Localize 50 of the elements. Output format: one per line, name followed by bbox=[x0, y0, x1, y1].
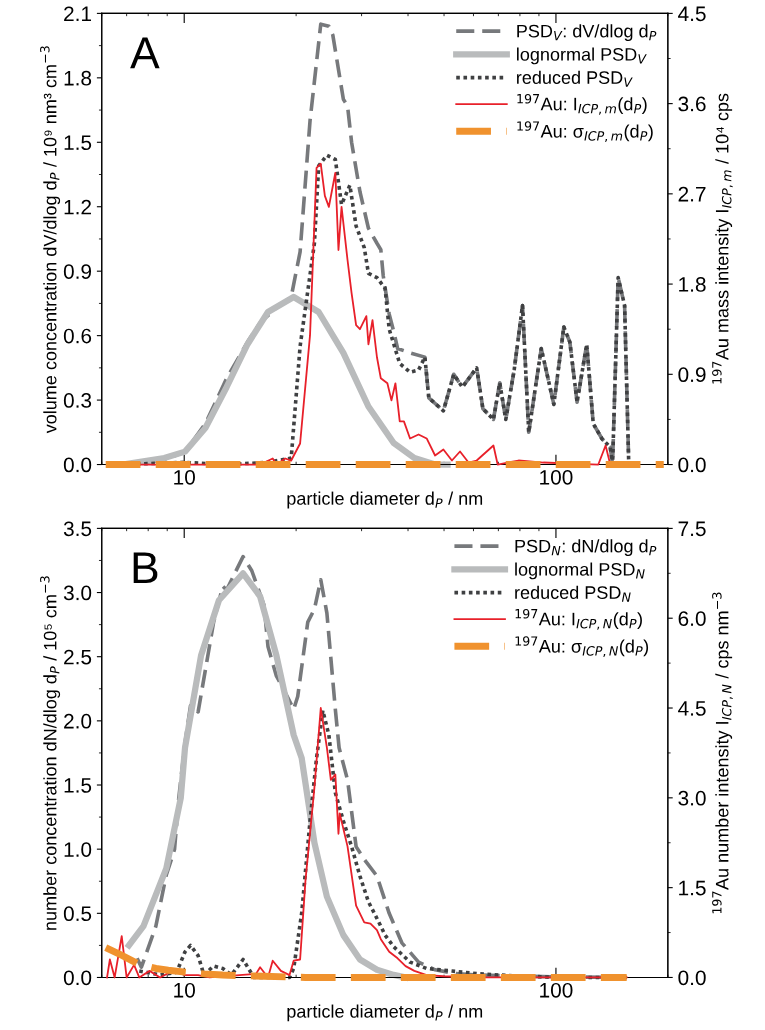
y-tick-label: 0.3 bbox=[63, 393, 92, 408]
y2-tick-label: 7.5 bbox=[678, 521, 706, 537]
y-tick-label: 2.0 bbox=[64, 713, 92, 729]
y2-tick-label: 2.7 bbox=[678, 186, 706, 202]
annotation: B bbox=[133, 552, 158, 584]
legend-label: lognormal PSD$_{V}$ bbox=[517, 47, 647, 65]
y2-tick-label: 1.8 bbox=[679, 277, 706, 292]
legend-label: $^{197}$Au: I$_{ICP,N}$(d$_{P}$) bbox=[515, 608, 642, 630]
x-tick-label: 10 bbox=[174, 982, 195, 998]
y2-axis-title: $^{197}$Au number intensity I$_{ICP,N}$ / cps nm$^{−3}$ bbox=[712, 592, 733, 914]
legend-label: lognormal PSD$_{N}$ bbox=[515, 562, 645, 580]
y-tick-label: 2.5 bbox=[64, 649, 92, 665]
y2-tick-label: 4.5 bbox=[678, 6, 706, 22]
y-tick-label: 1.5 bbox=[64, 135, 92, 151]
annotation: A bbox=[130, 37, 160, 69]
x-tick-label: 10 bbox=[174, 469, 195, 485]
legend-label: PSD$_{V}$: dV/dlog d$_{P}$ bbox=[517, 24, 657, 42]
y2-tick-label: 4.5 bbox=[678, 701, 706, 716]
x-tick-label: 100 bbox=[540, 982, 573, 998]
legend-label: $^{197}$Au: σ$_{ICP,m}$(d$_{P}$) bbox=[517, 121, 653, 142]
y-axis-title: volume concentration dV/dlog d$_{P}$ / 10⁹ nm³ cm$^{−3}$ bbox=[40, 46, 61, 434]
y-tick-label: 3.5 bbox=[63, 521, 92, 537]
x-axis-title: particle diameter d$_{P}$ / nm bbox=[287, 491, 483, 509]
y2-tick-label: 1.5 bbox=[679, 880, 706, 896]
legend-label: reduced PSD$_{V}$ bbox=[517, 70, 633, 87]
y2-tick-label: 3.6 bbox=[678, 96, 706, 112]
y-tick-label: 0.5 bbox=[63, 906, 92, 922]
y-tick-label: 1.8 bbox=[64, 70, 92, 86]
legend-label: PSD$_{N}$: dN/dlog d$_{P}$ bbox=[515, 539, 657, 557]
y2-tick-label: 3.0 bbox=[678, 790, 706, 806]
x-tick-label: 100 bbox=[540, 469, 573, 485]
y-axis-title: number concentration dN/dlog d$_{P}$ / 10⁵ cm$^{−3}$ bbox=[40, 576, 61, 930]
y-tick-label: 2.1 bbox=[64, 6, 92, 21]
legend-label: $^{197}$Au: I$_{ICP,m}$(d$_{P}$) bbox=[517, 93, 647, 115]
y-tick-label: 0.6 bbox=[63, 328, 92, 344]
y2-axis-title: $^{197}$Au mass intensity I$_{ICP,m}$ / 10⁴ cps bbox=[712, 93, 733, 384]
y-tick-label: 1.5 bbox=[64, 778, 92, 793]
y-tick-label: 3.0 bbox=[63, 585, 92, 601]
y2-tick-label: 6.0 bbox=[678, 611, 706, 626]
y2-tick-label: 0.0 bbox=[678, 970, 706, 986]
y-tick-label: 1.0 bbox=[64, 842, 92, 857]
y2-tick-label: 0.9 bbox=[678, 367, 706, 383]
legend-label: reduced PSD$_{N}$ bbox=[515, 585, 631, 602]
y2-tick-label: 0.0 bbox=[678, 457, 706, 473]
y-tick-label: 0.0 bbox=[63, 457, 92, 473]
y-tick-label: 0.0 bbox=[63, 970, 92, 986]
y-tick-label: 0.9 bbox=[63, 264, 92, 279]
y-tick-label: 1.2 bbox=[64, 199, 91, 215]
x-axis-title: particle diameter d$_{P}$ / nm bbox=[287, 1004, 483, 1022]
legend-label: $^{197}$Au: σ$_{ICP,N}$(d$_{P}$) bbox=[515, 636, 649, 657]
